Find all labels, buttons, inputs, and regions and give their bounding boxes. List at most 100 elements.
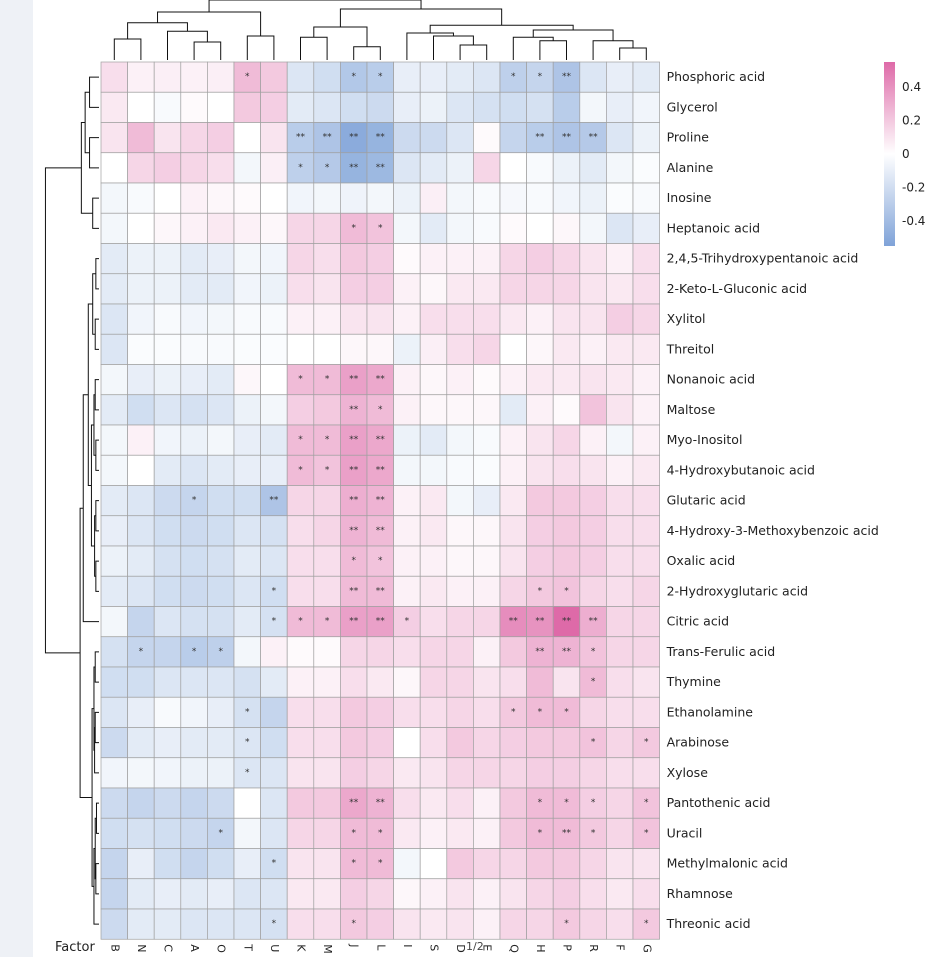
heatmap-cell (180, 303, 208, 335)
heatmap-cell (366, 606, 394, 638)
heatmap-cell (260, 696, 288, 728)
heatmap-cell (606, 485, 634, 517)
heatmap-cell (552, 908, 581, 940)
heatmap-cell (419, 61, 448, 93)
heatmap-cell (526, 182, 554, 214)
heatmap-cell (579, 515, 607, 547)
heatmap-cell (499, 454, 527, 486)
heatmap-cell (366, 273, 394, 305)
heatmap-cell (233, 908, 261, 940)
heatmap-cell (419, 515, 448, 547)
heatmap-cell (419, 848, 448, 880)
heatmap-cell (446, 424, 474, 456)
column-label: E (481, 944, 494, 951)
significance-mark: * (245, 707, 250, 717)
heatmap-cell (313, 485, 341, 517)
heatmap-cell (499, 606, 527, 638)
heatmap-cell (419, 182, 448, 214)
heatmap-cell (393, 757, 421, 789)
heatmap-cell (552, 61, 581, 93)
heatmap-cell (606, 364, 634, 396)
heatmap-cell (233, 122, 261, 154)
significance-mark: * (272, 919, 277, 929)
heatmap-cell (419, 91, 448, 123)
heatmap-cell (366, 394, 394, 426)
significance-mark: * (378, 223, 383, 233)
column-label: S (428, 944, 441, 951)
heatmap-cell (393, 91, 421, 123)
heatmap-cell (446, 485, 474, 517)
row-dendrogram-branch (95, 802, 99, 834)
heatmap-cell (366, 848, 394, 880)
heatmap-cell (340, 91, 368, 123)
row-dendrogram-branch (94, 318, 99, 350)
heatmap-cell (446, 394, 474, 426)
heatmap-cell (499, 152, 527, 184)
heatmap-cell (340, 908, 368, 940)
row-label: 2-Hydroxyglutaric acid (667, 583, 808, 598)
heatmap-cell (180, 727, 208, 759)
heatmap-cell (313, 727, 341, 759)
significance-mark: * (591, 647, 596, 657)
heatmap-cell (632, 394, 660, 426)
heatmap-cell (286, 878, 315, 910)
heatmap-cell (207, 182, 235, 214)
heatmap-cell (579, 424, 607, 456)
heatmap-cell (552, 727, 581, 759)
heatmap-cell (286, 243, 315, 275)
column-label: B (108, 944, 121, 952)
heatmap-cell (552, 878, 581, 910)
row-dendrogram-branch (95, 500, 99, 532)
heatmap-cell (100, 878, 128, 910)
heatmap-cell (366, 696, 394, 728)
heatmap-cell (340, 757, 368, 789)
heatmap-cell (180, 364, 208, 396)
heatmap-cell (233, 243, 261, 275)
heatmap-cell (100, 606, 128, 638)
heatmap-cell (419, 485, 448, 517)
heatmap-cell (366, 333, 394, 365)
heatmap-cell (260, 666, 288, 698)
row-dendrogram-branch (94, 379, 99, 411)
row-dendrogram-branch (94, 651, 99, 683)
significance-mark: ** (562, 133, 572, 143)
heatmap-cell (552, 152, 581, 184)
heatmap-cell (393, 182, 421, 214)
column-dendrogram (113, 0, 647, 60)
row-label: Proline (667, 130, 710, 145)
heatmap-cell (526, 908, 554, 940)
heatmap-cell (127, 606, 155, 638)
heatmap-cell (153, 152, 182, 184)
heatmap-cell (313, 696, 341, 728)
heatmap-cell (286, 908, 315, 940)
heatmap-cell (180, 485, 208, 517)
row-dendrogram-branch (95, 439, 99, 471)
column-dendrogram-branch (300, 36, 328, 60)
heatmap-cell (207, 787, 235, 819)
heatmap-cell (632, 606, 660, 638)
heatmap-cell (100, 394, 128, 426)
significance-mark: ** (509, 617, 519, 627)
heatmap-cell (127, 878, 155, 910)
column-dendrogram-branch (339, 8, 503, 27)
heatmap-cell (632, 636, 660, 668)
heatmap-cell (207, 91, 235, 123)
significance-mark: ** (349, 798, 359, 808)
significance-mark: * (564, 707, 569, 717)
heatmap-cell (286, 333, 315, 365)
row-dendrogram-branch (92, 197, 99, 229)
heatmap-cell (286, 606, 315, 638)
heatmap-cell (286, 575, 315, 607)
column-label: K (295, 944, 308, 952)
heatmap-cell (419, 394, 448, 426)
heatmap-cell (127, 696, 155, 728)
heatmap-cell (366, 515, 394, 547)
heatmap-cell (499, 182, 527, 214)
column-label: H (534, 944, 547, 952)
row-label: 4-Hydroxy-3-Methoxybenzoic acid (667, 523, 879, 538)
heatmap-cell (552, 485, 581, 517)
heatmap-cell (419, 787, 448, 819)
heatmap-cell (207, 696, 235, 728)
significance-mark: ** (562, 828, 572, 838)
heatmap-cell (579, 152, 607, 184)
